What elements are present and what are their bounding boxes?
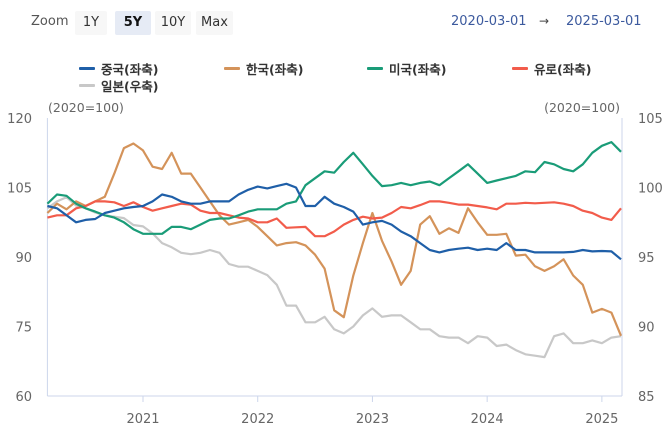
right-axis-tick-label: 90 (638, 321, 655, 336)
legend-label: 중국(좌축) (101, 62, 159, 77)
left-axis-unit: (2020=100) (48, 100, 124, 115)
left-axis-tick-label: 75 (15, 321, 32, 336)
legend-swatch (224, 67, 240, 70)
legend-item-usa[interactable]: 미국(좌축) (367, 59, 446, 78)
range-to-input[interactable]: 2025-03-01 (566, 14, 642, 29)
right-axis-tick-label: 105 (638, 112, 663, 127)
left-axis-tick-label: 60 (15, 390, 32, 405)
right-axis-tick-label: 100 (638, 182, 663, 197)
series-line-japan (46, 196, 622, 359)
zoom-label: Zoom (31, 14, 69, 29)
zoom-1y-button[interactable]: 1Y (75, 11, 107, 35)
legend-item-euro[interactable]: 유로(좌축) (512, 59, 591, 78)
legend-label: 한국(좌축) (246, 62, 304, 77)
right-axis-unit: (2020=100) (544, 100, 620, 115)
range-from-input[interactable]: 2020-03-01 (451, 14, 527, 29)
x-axis-tick-label: 2022 (241, 412, 274, 427)
left-axis-tick-label: 120 (7, 112, 32, 127)
legend-item-japan[interactable]: 일본(우축) (79, 76, 158, 95)
series-line-korea (46, 142, 623, 337)
series-line-usa (46, 141, 622, 235)
series-line-china (47, 182, 622, 261)
left-axis-tick-label: 90 (15, 251, 32, 266)
x-axis-tick-label: 2024 (471, 412, 504, 427)
legend-swatch (79, 84, 95, 87)
legend-label: 미국(좌축) (389, 62, 447, 77)
right-axis-tick-label: 95 (638, 251, 655, 266)
zoom-max-button[interactable]: Max (196, 11, 233, 35)
legend-swatch (367, 67, 383, 70)
legend-item-china[interactable]: 중국(좌축) (79, 59, 158, 78)
right-axis-tick-label: 85 (638, 390, 655, 405)
legend-swatch (79, 67, 95, 70)
legend-item-korea[interactable]: 한국(좌축) (224, 59, 303, 78)
zoom-10y-button[interactable]: 10Y (155, 11, 191, 35)
x-axis-tick-label: 2023 (356, 412, 389, 427)
legend-label: 일본(우축) (101, 79, 159, 94)
range-arrow: → (539, 14, 550, 28)
x-axis-tick-label: 2021 (126, 412, 159, 427)
x-axis-tick-label: 2025 (585, 412, 618, 427)
legend-swatch (512, 67, 528, 70)
left-axis-tick-label: 105 (7, 182, 32, 197)
legend-label: 유로(좌축) (534, 62, 592, 77)
zoom-5y-button[interactable]: 5Y (115, 11, 151, 35)
